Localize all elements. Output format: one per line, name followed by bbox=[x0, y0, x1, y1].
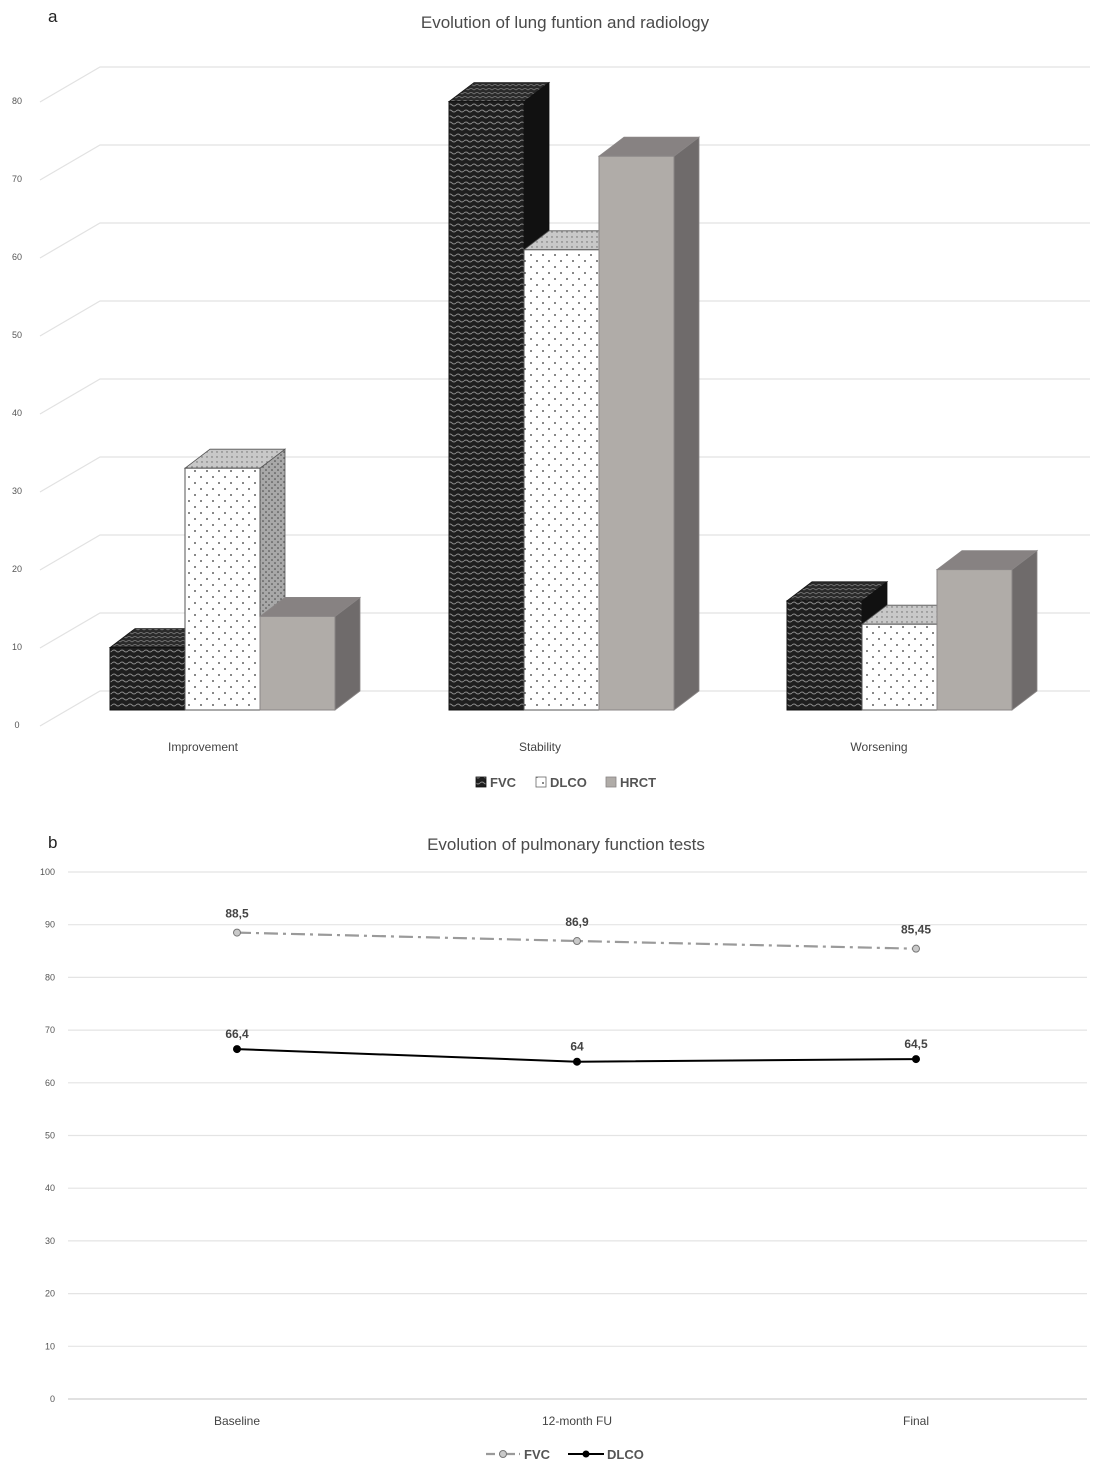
bar-front bbox=[184, 467, 261, 711]
bar-side bbox=[673, 136, 700, 711]
y-tick-label: 100 bbox=[40, 867, 55, 877]
legend-marker-dlco bbox=[582, 1450, 590, 1458]
legend-label-fvc: FVC bbox=[490, 775, 517, 790]
bar-front bbox=[523, 249, 600, 711]
y-tick-label: 20 bbox=[12, 564, 22, 574]
chart-a-y-axis: 0 10 20 30 40 50 60 70 80 bbox=[12, 96, 22, 730]
y-tick-label: 30 bbox=[45, 1236, 55, 1246]
y-tick-label: 10 bbox=[12, 642, 22, 652]
x-category-label: Improvement bbox=[168, 740, 239, 754]
y-tick-label: 40 bbox=[45, 1183, 55, 1193]
data-label: 86,9 bbox=[565, 915, 589, 929]
y-tick-label: 50 bbox=[45, 1131, 55, 1141]
chart-a-grid bbox=[39, 66, 1090, 727]
series-fvc: 88,5 86,9 85,45 bbox=[225, 907, 931, 953]
bar-hrct-stability bbox=[597, 136, 701, 711]
bar-front bbox=[786, 600, 863, 711]
chart-b-grid bbox=[68, 871, 1087, 1400]
y-tick-label: 50 bbox=[12, 330, 22, 340]
y-tick-label: 70 bbox=[12, 174, 22, 184]
bar-side bbox=[1011, 549, 1038, 711]
legend-marker-fvc bbox=[499, 1450, 507, 1458]
y-tick-label: 60 bbox=[12, 252, 22, 262]
legend-swatch-fvc bbox=[475, 776, 487, 788]
panel-a-letter: a bbox=[48, 7, 58, 26]
bar-front bbox=[861, 623, 938, 711]
bar-front bbox=[936, 569, 1013, 711]
bar-side bbox=[334, 596, 361, 711]
gridline bbox=[39, 612, 1090, 649]
x-category-label: Baseline bbox=[214, 1414, 260, 1428]
chart-a-bars bbox=[108, 81, 1039, 711]
gridline bbox=[39, 66, 1090, 103]
bar-front bbox=[259, 615, 336, 711]
data-label: 88,5 bbox=[225, 907, 249, 921]
x-category-label: Worsening bbox=[850, 740, 907, 754]
legend-swatch-hrct bbox=[605, 776, 617, 788]
data-point bbox=[233, 1045, 241, 1054]
data-point bbox=[912, 944, 920, 953]
series-line-fvc bbox=[236, 931, 917, 950]
x-category-label: Final bbox=[903, 1414, 929, 1428]
legend-swatch-dlco bbox=[535, 776, 547, 788]
legend-label-fvc: FVC bbox=[524, 1447, 551, 1462]
series-dlco: 66,4 64 64,5 bbox=[225, 1027, 928, 1066]
panel-b: b Evolution of pulmonary function tests … bbox=[40, 833, 1087, 1462]
gridline bbox=[39, 378, 1090, 415]
data-point bbox=[912, 1055, 920, 1064]
y-tick-label: 0 bbox=[50, 1394, 55, 1404]
bar-hrct-worsening bbox=[935, 549, 1039, 711]
gridline bbox=[39, 300, 1090, 337]
gridline bbox=[39, 456, 1090, 493]
chart-b-y-axis: 0 10 20 30 40 50 60 70 80 90 100 bbox=[40, 867, 55, 1404]
bar-front bbox=[109, 647, 186, 711]
chart-a-x-axis: Improvement Stability Worsening bbox=[168, 740, 908, 754]
data-point bbox=[573, 937, 581, 946]
bar-front bbox=[448, 101, 525, 711]
y-tick-label: 90 bbox=[45, 920, 55, 930]
data-label: 64,5 bbox=[904, 1037, 928, 1051]
gridline bbox=[39, 534, 1090, 571]
y-tick-label: 60 bbox=[45, 1078, 55, 1088]
y-tick-label: 40 bbox=[12, 408, 22, 418]
y-tick-label: 80 bbox=[45, 972, 55, 982]
x-category-label: Stability bbox=[519, 740, 561, 754]
data-point bbox=[573, 1057, 581, 1066]
legend-label-dlco: DLCO bbox=[550, 775, 587, 790]
gridline bbox=[39, 690, 1090, 727]
gridline bbox=[39, 144, 1090, 181]
y-tick-label: 80 bbox=[12, 96, 22, 106]
legend-label-dlco: DLCO bbox=[607, 1447, 644, 1462]
chart-a-title: Evolution of lung funtion and radiology bbox=[421, 13, 710, 32]
data-label: 66,4 bbox=[225, 1027, 249, 1041]
bar-hrct-improvement bbox=[258, 596, 362, 711]
chart-b-lines: 88,5 86,9 85,45 66,4 64 64,5 bbox=[225, 907, 931, 1066]
panel-a: a Evolution of lung funtion and radiolog… bbox=[12, 7, 1090, 790]
y-tick-label: 10 bbox=[45, 1341, 55, 1351]
data-point bbox=[233, 928, 241, 937]
data-label: 85,45 bbox=[901, 923, 931, 937]
y-tick-label: 20 bbox=[45, 1289, 55, 1299]
gridline bbox=[39, 222, 1090, 259]
y-tick-label: 0 bbox=[14, 720, 19, 730]
chart-b-title: Evolution of pulmonary function tests bbox=[427, 835, 705, 854]
y-tick-label: 70 bbox=[45, 1025, 55, 1035]
panel-b-letter: b bbox=[48, 833, 57, 852]
chart-b-legend: FVC DLCO bbox=[486, 1447, 644, 1462]
chart-b-x-axis: Baseline 12-month FU Final bbox=[214, 1414, 929, 1428]
legend-label-hrct: HRCT bbox=[620, 775, 656, 790]
y-tick-label: 30 bbox=[12, 486, 22, 496]
x-category-label: 12-month FU bbox=[542, 1414, 612, 1428]
chart-a-legend: FVC DLCO HRCT bbox=[475, 775, 656, 790]
bar-front bbox=[598, 155, 675, 711]
data-label: 64 bbox=[570, 1040, 584, 1054]
